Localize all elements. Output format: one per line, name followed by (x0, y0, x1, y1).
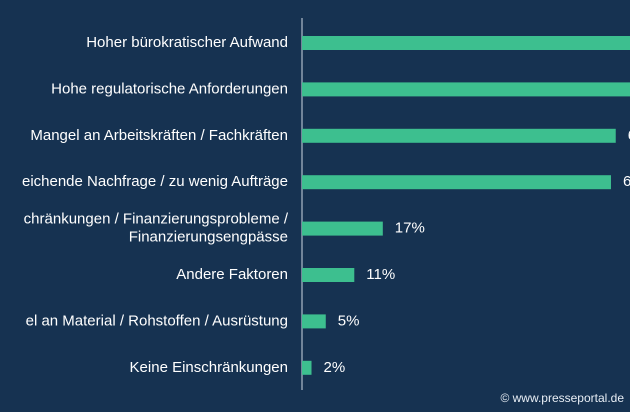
category-label: el an Material / Rohstoffen / Ausrüstung (26, 312, 288, 329)
bar (302, 221, 383, 236)
category-label: Mangel an Arbeitskräften / Fachkräften (30, 127, 288, 144)
value-label: 65% (623, 173, 630, 190)
category-label: Hohe regulatorische Anforderungen (51, 80, 288, 97)
bar (302, 82, 630, 97)
bar (302, 268, 355, 282)
bar (302, 360, 312, 375)
watermark: © www.presseportal.de (500, 391, 624, 405)
value-label: 2% (324, 359, 346, 376)
category-label: Hoher bürokratischer Aufwand (86, 34, 288, 51)
bar (302, 175, 611, 190)
value-label: 5% (338, 312, 360, 329)
value-label: 66% (628, 127, 630, 144)
category-label: Keine Einschränkungen (130, 359, 288, 376)
value-label: 17% (395, 220, 425, 237)
category-label: eichende Nachfrage / zu wenig Aufträge (22, 173, 288, 190)
bar (302, 128, 616, 143)
bar (302, 314, 326, 329)
category-label: chränkungen / Finanzierungsprobleme / (24, 211, 289, 228)
category-label: Finanzierungsengpässe (129, 229, 288, 246)
category-label: Andere Faktoren (176, 266, 288, 283)
bar (302, 36, 630, 50)
value-label: 11% (366, 266, 395, 283)
